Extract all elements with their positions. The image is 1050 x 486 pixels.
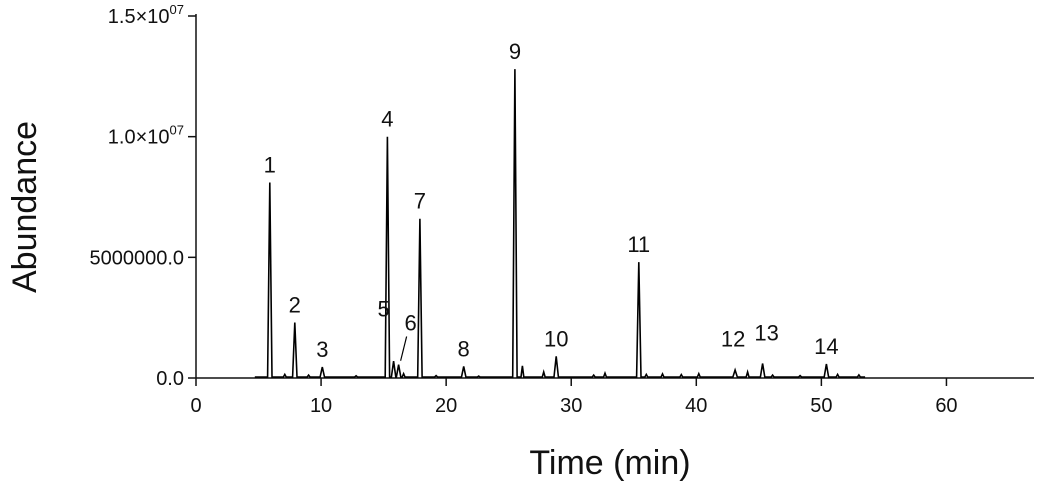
peak-label-5: 5 xyxy=(377,296,389,321)
y-tick-label-2: 1.0×1007 xyxy=(108,123,184,149)
peak-label-10: 10 xyxy=(544,326,568,351)
chromatogram-trace xyxy=(254,69,866,378)
y-ticks: 0.0 5000000.0 1.0×1007 1.5×1007 xyxy=(89,2,196,390)
peak-label-12: 12 xyxy=(721,327,745,352)
x-ticks: 0 10 20 30 40 50 60 xyxy=(190,378,958,417)
peak-label-3: 3 xyxy=(316,337,328,362)
x-tick-label-4: 40 xyxy=(685,395,707,417)
x-tick-label-2: 20 xyxy=(435,395,457,417)
x-tick-label-3: 30 xyxy=(560,395,582,417)
peak-label-9: 9 xyxy=(509,39,521,64)
axes xyxy=(195,14,1034,379)
peak-label-4: 4 xyxy=(381,107,393,132)
x-axis-title: Time (min) xyxy=(529,444,690,482)
peak-label-1: 1 xyxy=(264,153,276,178)
peak-6-leader-line xyxy=(400,336,408,361)
peak-label-7: 7 xyxy=(414,189,426,214)
y-tick-label-1: 5000000.0 xyxy=(89,247,184,269)
peak-label-13: 13 xyxy=(754,321,778,346)
x-tick-label-6: 60 xyxy=(935,395,957,417)
y-tick-label-3: 1.5×1007 xyxy=(108,2,184,28)
x-tick-label-5: 50 xyxy=(810,395,832,417)
peak-label-11: 11 xyxy=(627,232,650,257)
peak-label-6: 6 xyxy=(404,310,416,335)
x-tick-label-1: 10 xyxy=(310,395,332,417)
y-tick-label-0: 0.0 xyxy=(156,368,184,390)
peak-label-8: 8 xyxy=(458,336,470,361)
peak-label-2: 2 xyxy=(289,292,301,317)
x-tick-label-0: 0 xyxy=(190,395,201,417)
y-axis-title: Abundance xyxy=(6,121,44,293)
peak-label-14: 14 xyxy=(814,334,838,359)
